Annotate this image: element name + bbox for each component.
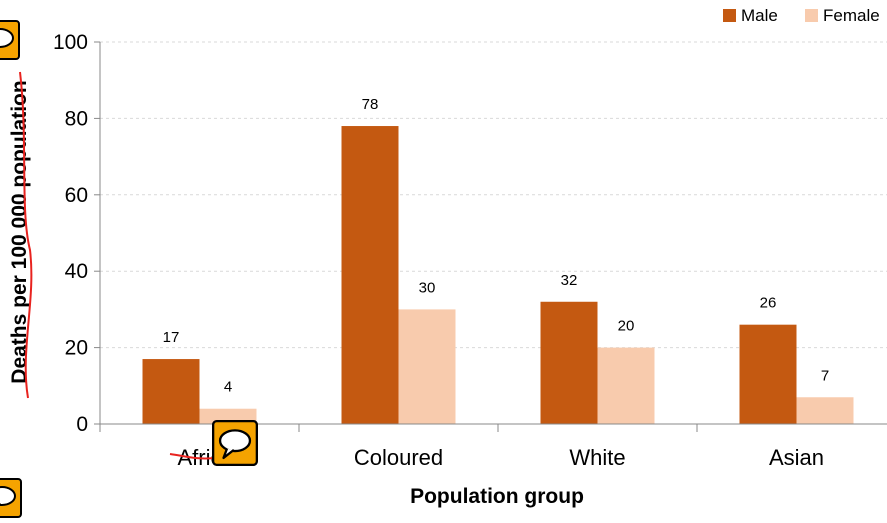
bar-male-white [540, 301, 598, 424]
legend-swatch-male [723, 9, 736, 22]
bars [142, 126, 854, 424]
y-tick-label: 0 [76, 413, 88, 436]
bar-female-white [597, 347, 655, 424]
y-axis-title: Deaths per 100 000 population [8, 80, 31, 383]
data-label: 20 [618, 318, 635, 335]
y-tick-label: 100 [53, 31, 88, 54]
y-tick-label: 80 [65, 107, 88, 130]
legend-swatch-female [805, 9, 818, 22]
data-label: 4 [224, 379, 232, 396]
legend-label-female: Female [823, 6, 880, 25]
bar-male-asian [739, 324, 797, 424]
strikethrough-markup [19, 71, 33, 399]
x-tick-label: Asian [769, 445, 824, 470]
bar-male-coloured [341, 126, 399, 424]
data-label: 7 [821, 367, 829, 384]
data-label: 30 [419, 279, 436, 296]
comment-icon[interactable] [212, 420, 258, 466]
data-label: 78 [362, 96, 379, 113]
comment-icon [0, 478, 22, 518]
y-tick-labels: 0 20 40 60 80 100 [53, 31, 88, 436]
strikethrough-markup [169, 453, 215, 460]
bar-female-asian [796, 397, 854, 424]
data-label: 26 [760, 295, 777, 312]
y-tick-label: 40 [65, 260, 88, 283]
x-tick-label: White [569, 445, 625, 470]
x-tick-labels: Afric Coloured White Asian [178, 445, 825, 470]
comment-icon[interactable] [0, 478, 22, 518]
data-label: 17 [163, 329, 180, 346]
legend: Male Female [723, 6, 880, 25]
comment-icon [212, 420, 258, 466]
bar-male-african [142, 359, 200, 424]
x-tick-label: Coloured [354, 445, 443, 470]
data-labels: 17 4 78 30 32 20 26 7 [163, 96, 830, 396]
data-label: 32 [561, 272, 578, 289]
y-tick-label: 20 [65, 337, 88, 360]
y-tick-label: 60 [65, 184, 88, 207]
comment-icon [0, 20, 20, 60]
comment-icon[interactable] [0, 20, 20, 60]
bar-female-coloured [398, 309, 456, 424]
legend-label-male: Male [741, 6, 778, 25]
x-axis-title: Population group [410, 485, 584, 508]
